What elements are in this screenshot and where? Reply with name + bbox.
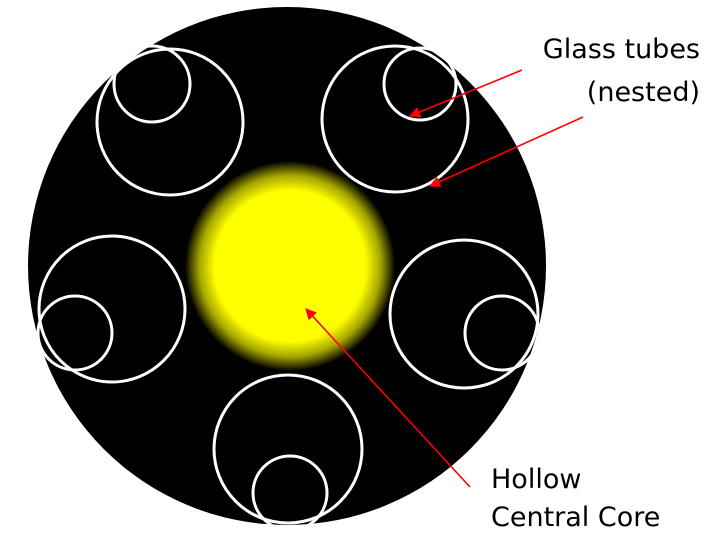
tube-outer-circle <box>320 44 470 194</box>
glass-tube-top-right <box>320 44 470 194</box>
tube-inner-circle <box>112 44 192 124</box>
tube-outer-circle <box>212 373 364 525</box>
tubes-pointer-arrow-outer <box>428 116 584 187</box>
tube-outer-circle <box>37 234 187 384</box>
tube-inner-circle <box>251 454 329 532</box>
tubes-pointer-arrow-inner <box>408 69 523 118</box>
core-pointer-arrow <box>305 308 471 488</box>
tube-inner-circle <box>382 46 458 122</box>
glass-tubes-label-line1: Glass tubes <box>543 34 700 65</box>
glass-tubes-label-line2: (nested) <box>587 77 700 108</box>
tube-outer-circle <box>388 238 540 390</box>
glass-tube-top-left <box>95 44 245 197</box>
hollow-core <box>185 161 395 371</box>
tube-inner-circle <box>36 294 114 372</box>
glass-tube-right <box>388 238 541 390</box>
core-label-line1: Hollow <box>491 464 581 495</box>
glass-tube-left <box>36 234 187 384</box>
glass-tube-bottom <box>212 373 364 532</box>
core-label-line2: Central Core <box>491 502 660 533</box>
tube-inner-circle <box>463 294 541 372</box>
